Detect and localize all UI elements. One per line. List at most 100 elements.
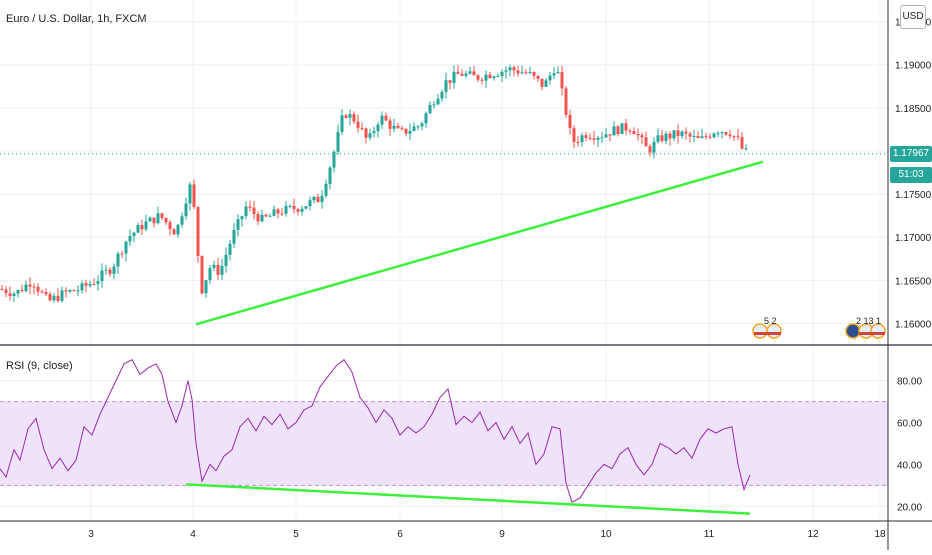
candle-down (728, 134, 732, 137)
candle-down (196, 206, 200, 256)
candle-down (668, 133, 672, 139)
candle-down (488, 74, 492, 79)
event-count-label: 2 13 1 (856, 316, 881, 326)
candle-up (612, 126, 616, 136)
candle-down (8, 293, 12, 296)
price-tick-label: 1.17500 (895, 190, 932, 201)
time-tick-label: 10 (600, 529, 612, 540)
last-price-tag: 1.17967 (890, 145, 932, 162)
event-flag-icon[interactable] (766, 323, 782, 339)
rsi-axis[interactable]: 20.00 40.00 60.00 80.00 (897, 377, 922, 514)
candle-down (584, 135, 588, 138)
candle-down (264, 214, 268, 217)
rsi-trendline[interactable] (185, 483, 751, 515)
candle-down (56, 295, 60, 301)
event-flag-icon[interactable] (870, 323, 886, 339)
rsi-band (0, 401, 888, 486)
time-tick-label: 5 (293, 529, 299, 540)
candle-down (108, 269, 112, 274)
candle-up (156, 213, 160, 224)
candle-up (652, 141, 656, 153)
candle-up (596, 137, 600, 140)
candle-down (92, 284, 96, 286)
candle-up (672, 130, 676, 139)
candle-down (356, 121, 360, 128)
candle-down (588, 137, 592, 139)
candle-down (216, 264, 220, 275)
candle-down (472, 71, 476, 76)
candle-down (252, 207, 256, 215)
candle-down (388, 120, 392, 129)
rsi-title: RSI (9, close) (6, 360, 73, 372)
candle-down (32, 286, 36, 288)
candle-down (536, 75, 540, 79)
candle-down (644, 137, 648, 147)
chart-title: Euro / U.S. Dollar, 1h, FXCM (6, 13, 147, 25)
candle-down (696, 135, 700, 138)
candle-down (344, 115, 348, 118)
candle-up (80, 283, 84, 291)
candle-down (568, 114, 572, 129)
candle-up (440, 91, 444, 99)
candle-up (484, 74, 488, 81)
candle-up (680, 131, 684, 137)
candle-down (20, 290, 24, 292)
time-axis[interactable]: 3 4 5 6 9 10 11 12 18 (88, 529, 886, 540)
currency-button[interactable]: USD (900, 5, 926, 29)
event-markers-group-1[interactable]: 5 2 (752, 316, 782, 339)
time-tick-label: 4 (190, 529, 196, 540)
event-markers-group-2[interactable]: 2 13 1 (845, 316, 886, 339)
candle-down (676, 130, 680, 137)
candle-up (416, 126, 420, 128)
time-tick-label: 3 (88, 529, 94, 540)
rsi-tick-label: 80.00 (897, 377, 922, 388)
candle-up (552, 73, 556, 76)
candle-down (192, 184, 196, 207)
candle-up (528, 72, 532, 74)
candle-down (64, 290, 68, 292)
price-tick-label: 1.16500 (895, 276, 932, 287)
rsi-tick-label: 60.00 (897, 419, 922, 430)
time-tick-label: 9 (499, 529, 505, 540)
candle-down (168, 222, 172, 230)
candle-down (708, 136, 712, 138)
candle-down (396, 125, 400, 129)
price-trendline[interactable] (195, 160, 764, 326)
candle-up (424, 113, 428, 124)
candle-down (72, 290, 76, 292)
candle-down (28, 284, 32, 287)
candle-down (636, 134, 640, 136)
candle-up (744, 148, 748, 150)
candle-up (504, 70, 508, 72)
rsi-tick-label: 20.00 (897, 502, 922, 513)
candle-down (592, 138, 596, 140)
flag-stripe (859, 332, 885, 335)
candle-up (268, 215, 272, 217)
candle-down (0, 288, 4, 290)
candle-up (376, 124, 380, 132)
event-flag-icon[interactable] (752, 323, 768, 339)
candle-down (364, 128, 368, 138)
candle-down (84, 283, 88, 286)
candle-up (496, 75, 500, 77)
candle-up (236, 219, 240, 230)
event-flag-icon[interactable] (845, 323, 861, 339)
candle-up (720, 132, 724, 134)
candle-up (232, 229, 236, 244)
candle-down (256, 214, 260, 222)
candle-up (368, 133, 372, 138)
candle-down (40, 291, 44, 293)
candle-up (204, 280, 208, 294)
candle-up (52, 295, 56, 301)
candle-up (372, 131, 376, 134)
candle-down (360, 127, 364, 129)
candle-up (664, 133, 668, 141)
candle-down (564, 88, 568, 115)
candle-up (24, 284, 28, 292)
candle-down (684, 131, 688, 134)
candle-down (164, 217, 168, 223)
candle-down (624, 123, 628, 131)
rsi-tick-label: 40.00 (897, 460, 922, 471)
candle-up (432, 104, 436, 106)
